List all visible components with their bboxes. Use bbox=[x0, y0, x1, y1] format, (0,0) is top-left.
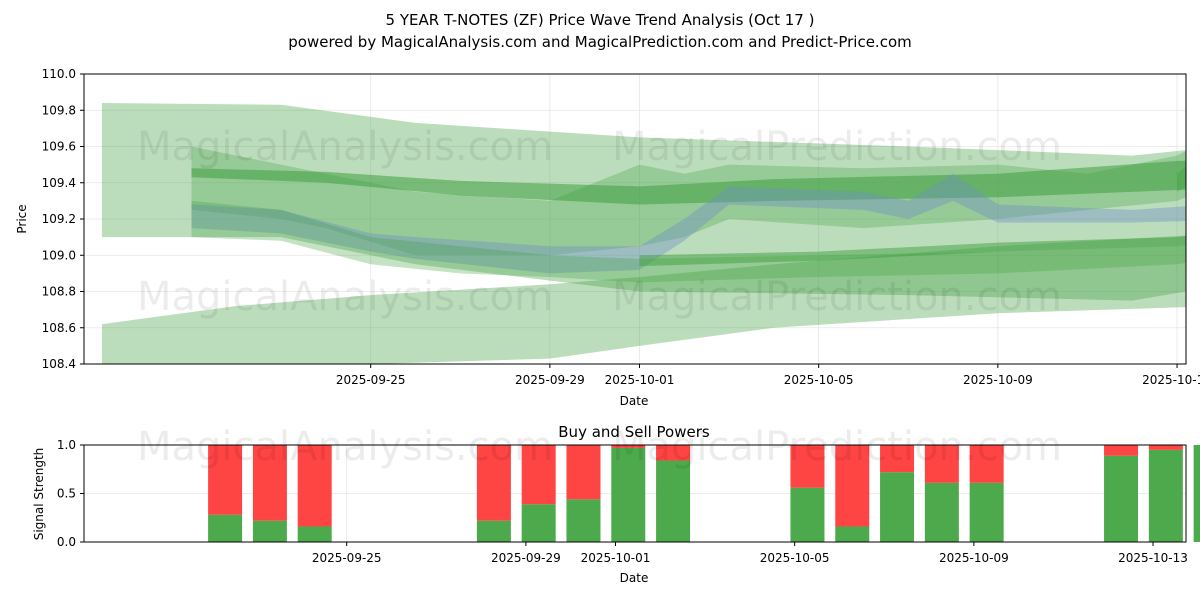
price-wave-bands bbox=[101, 103, 1186, 364]
watermark-text: MagicalAnalysis.com bbox=[137, 424, 553, 470]
price-y-tick-label: 109.8 bbox=[42, 103, 76, 117]
price-watermarks: MagicalAnalysis.com MagicalPrediction.co… bbox=[137, 124, 1062, 320]
buy-bar bbox=[1104, 455, 1139, 542]
chart-title-line1: 5 YEAR T-NOTES (ZF) Price Wave Trend Ana… bbox=[386, 11, 815, 29]
price-x-tick-label: 2025-10-09 bbox=[963, 373, 1033, 387]
price-x-tick-label: 2025-09-29 bbox=[515, 373, 585, 387]
buy-bar bbox=[476, 520, 511, 542]
signal-x-tick-label: 2025-10-09 bbox=[939, 551, 1009, 565]
price-x-tick-label: 2025-10-05 bbox=[784, 373, 854, 387]
chart-title-line2: powered by MagicalAnalysis.com and Magic… bbox=[288, 33, 912, 51]
band-upper-wave bbox=[191, 146, 1186, 256]
sell-bar bbox=[880, 445, 915, 473]
buy-bar bbox=[208, 514, 243, 542]
watermark-text: MagicalPrediction.com bbox=[612, 124, 1062, 170]
buy-bar bbox=[656, 460, 691, 542]
buy-bar bbox=[1193, 445, 1200, 542]
buy-bar bbox=[924, 482, 959, 542]
sell-bar bbox=[835, 445, 870, 527]
price-grid bbox=[84, 73, 1186, 365]
price-y-axis-ticks: 108.4 108.6 108.8 109.0 109.2 109.4 109.6 109.8… bbox=[42, 67, 84, 371]
price-x-tick-label: 2025-10-01 bbox=[605, 373, 675, 387]
price-y-tick-label: 110.0 bbox=[42, 67, 76, 81]
buy-bar bbox=[969, 482, 1004, 542]
price-x-axis-label: Date bbox=[620, 394, 649, 408]
sell-bar bbox=[656, 445, 691, 461]
signal-y-axis-ticks: 0.0 0.5 1.0 bbox=[57, 438, 84, 549]
signal-y-axis-label: Signal Strength bbox=[32, 448, 46, 541]
signal-y-tick-label: 1.0 bbox=[57, 438, 76, 452]
buy-bar bbox=[611, 447, 646, 542]
sell-bar bbox=[566, 445, 601, 500]
price-y-tick-label: 109.4 bbox=[42, 176, 76, 190]
sell-bar bbox=[969, 445, 1004, 483]
price-y-tick-label: 109.2 bbox=[42, 212, 76, 226]
buy-bar bbox=[521, 504, 556, 542]
buy-bar bbox=[880, 472, 915, 542]
band-mid-envelope bbox=[191, 160, 1186, 205]
signal-x-axis-label: Date bbox=[620, 571, 649, 585]
buy-bar bbox=[835, 526, 870, 542]
price-y-tick-label: 108.4 bbox=[42, 357, 76, 371]
signal-watermarks: MagicalAnalysis.com MagicalPrediction.co… bbox=[137, 424, 1062, 470]
price-x-tick-label: 2025-10-13 bbox=[1142, 373, 1200, 387]
signal-x-tick-label: 2025-10-05 bbox=[760, 551, 830, 565]
band-price-wave bbox=[191, 173, 1186, 274]
watermark-text: MagicalPrediction.com bbox=[612, 424, 1062, 470]
buy-bar bbox=[252, 520, 287, 542]
price-x-axis-ticks: 2025-09-25 2025-09-29 2025-10-01 2025-10-05… bbox=[336, 364, 1200, 387]
signal-x-tick-label: 2025-09-25 bbox=[312, 551, 382, 565]
price-y-tick-label: 109.0 bbox=[42, 248, 76, 262]
signal-panel: Buy and Sell Powers MagicalAnalysis.com … bbox=[32, 423, 1200, 585]
sell-bar bbox=[1148, 445, 1183, 450]
watermark-text: MagicalAnalysis.com bbox=[137, 124, 553, 170]
signal-x-tick-label: 2025-09-29 bbox=[491, 551, 561, 565]
sell-bar bbox=[790, 445, 825, 488]
signal-y-tick-label: 0.0 bbox=[57, 535, 76, 549]
sell-bar bbox=[924, 445, 959, 483]
signal-bars bbox=[208, 445, 1200, 542]
price-y-axis-label: Price bbox=[15, 204, 29, 233]
buy-bar bbox=[1148, 449, 1183, 542]
band-lower-wave bbox=[191, 200, 1186, 283]
watermark-text: MagicalAnalysis.com bbox=[137, 274, 553, 320]
sell-bar bbox=[611, 445, 646, 448]
price-y-tick-label: 108.8 bbox=[42, 285, 76, 299]
band-thin-trend bbox=[639, 235, 1186, 267]
sell-bar bbox=[297, 445, 332, 527]
price-x-tick-label: 2025-09-25 bbox=[336, 373, 406, 387]
signal-x-axis-ticks: 2025-09-25 2025-09-29 2025-10-01 2025-10-05… bbox=[312, 542, 1188, 565]
buy-bar bbox=[566, 499, 601, 542]
price-y-tick-label: 109.6 bbox=[42, 140, 76, 154]
signal-x-tick-label: 2025-10-13 bbox=[1118, 551, 1188, 565]
buy-bar bbox=[790, 487, 825, 542]
band-late-spike bbox=[1177, 166, 1186, 192]
band-wide-lower-envelope bbox=[101, 235, 1186, 364]
sell-bar bbox=[252, 445, 287, 521]
price-panel: MagicalAnalysis.com MagicalPrediction.co… bbox=[15, 67, 1200, 408]
signal-x-tick-label: 2025-10-01 bbox=[581, 551, 651, 565]
sell-bar bbox=[521, 445, 556, 505]
signal-y-tick-label: 0.5 bbox=[57, 487, 76, 501]
sell-bar bbox=[1104, 445, 1139, 456]
sell-bar bbox=[208, 445, 243, 515]
signal-chart-title: Buy and Sell Powers bbox=[558, 423, 710, 441]
buy-bar bbox=[297, 526, 332, 542]
sell-bar bbox=[476, 445, 511, 521]
price-y-tick-label: 108.6 bbox=[42, 321, 76, 335]
watermark-text: MagicalPrediction.com bbox=[612, 274, 1062, 320]
